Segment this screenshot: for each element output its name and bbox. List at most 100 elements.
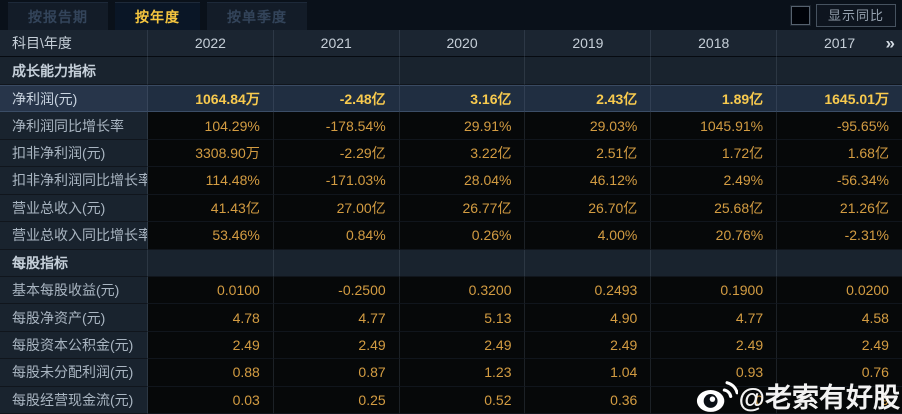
cell-value: 0.3200 xyxy=(399,276,526,305)
cell-value: 0.0200 xyxy=(777,276,902,305)
cell-value: 4.90 xyxy=(525,304,652,332)
cell-value: -178.54% xyxy=(273,112,400,140)
cell-value: 0.1900 xyxy=(651,276,778,305)
cell-value: 29.91% xyxy=(399,112,526,140)
cell-value: 20.76% xyxy=(651,222,778,250)
cell-value: 2.49 xyxy=(777,331,902,360)
cell-value: 41.43亿 xyxy=(148,194,274,223)
cell-value: 4.77 xyxy=(273,304,400,332)
cell-value: 46.12% xyxy=(525,167,652,195)
year-header-2022: 2022 xyxy=(148,30,274,58)
row-label: 每股指标 xyxy=(0,249,148,277)
row-label: 每股净资产(元) xyxy=(0,304,148,332)
show-yoy-button[interactable]: 显示同比 xyxy=(815,4,896,27)
cell-value: 9 xyxy=(777,386,902,414)
cell-value xyxy=(399,249,526,277)
table-header-row: 科目\年度 2022 2021 2020 2019 2018 2017 » xyxy=(0,30,902,58)
cell-value: -0.2500 xyxy=(273,276,400,305)
row-label: 每股资本公积金(元) xyxy=(0,331,148,360)
year-header-2020: 2020 xyxy=(399,30,526,58)
show-yoy-checkbox[interactable] xyxy=(789,5,811,26)
cell-value: 0.36 xyxy=(525,386,652,414)
yoy-controls: 显示同比 xyxy=(789,4,896,30)
cell-value: 2.49 xyxy=(148,331,274,360)
row-label: 扣非净利润(元) xyxy=(0,139,148,168)
cell-value: 0.03 xyxy=(148,386,274,414)
cell-value: 21.26亿 xyxy=(777,194,902,223)
cell-value: 1.04 xyxy=(525,359,652,387)
cell-value: 3.22亿 xyxy=(399,139,526,168)
cell-value: 0.88 xyxy=(148,359,274,387)
cell-value: 0 xyxy=(651,386,778,414)
cell-value: 26.70亿 xyxy=(525,194,652,223)
cell-value xyxy=(777,57,902,85)
table-row: 基本每股收益(元) 0.0100 -0.2500 0.3200 0.2493 0.1900… xyxy=(0,276,902,305)
cell-value xyxy=(273,249,400,277)
cell-value: 2.49 xyxy=(651,331,778,360)
cell-value xyxy=(148,249,274,277)
cell-value: 1045.91% xyxy=(651,112,778,140)
cell-value: 3.16亿 xyxy=(399,84,526,113)
cell-value xyxy=(651,249,778,277)
cell-value: 0.2493 xyxy=(525,276,652,305)
cell-value xyxy=(148,57,274,85)
table-row: 营业总收入同比增长率 53.46% 0.84% 0.26% 4.00% 20.76% -2.… xyxy=(0,222,902,250)
tab-by-single-quarter[interactable]: 按单季度 xyxy=(207,2,307,30)
cell-value: 5.13 xyxy=(399,304,526,332)
year-header-2017: 2017 » xyxy=(777,30,902,58)
tab-by-year[interactable]: 按年度 xyxy=(115,2,200,30)
cell-value: 53.46% xyxy=(148,222,274,250)
cell-value xyxy=(399,57,526,85)
cell-value: 0.93 xyxy=(651,359,778,387)
cell-value: -2.31% xyxy=(777,222,902,250)
row-label: 每股未分配利润(元) xyxy=(0,359,148,387)
cell-value: -2.29亿 xyxy=(273,139,400,168)
row-label: 净利润同比增长率 xyxy=(0,112,148,140)
row-label: 营业总收入(元) xyxy=(0,194,148,223)
row-label: 成长能力指标 xyxy=(0,57,148,85)
cell-value xyxy=(525,57,652,85)
year-header-2017-label: 2017 xyxy=(823,35,856,52)
cell-value: 25.68亿 xyxy=(651,194,778,223)
cell-value: 1064.84万 xyxy=(148,84,274,113)
cell-value: 2.49 xyxy=(399,331,526,360)
cell-value: 2.43亿 xyxy=(525,84,652,113)
year-header-2021: 2021 xyxy=(273,30,400,58)
cell-value: 1.89亿 xyxy=(651,84,778,113)
cell-value: 0.84% xyxy=(273,222,400,250)
cell-value: 4.00% xyxy=(525,222,652,250)
cell-value xyxy=(273,57,400,85)
cell-value: 114.48% xyxy=(148,167,274,195)
section-row: 成长能力指标 xyxy=(0,57,902,85)
cell-value: 2.49% xyxy=(651,167,778,195)
table-row: 净利润同比增长率 104.29% -178.54% 29.91% 29.03% 1045.… xyxy=(0,112,902,140)
cell-value: 0.52 xyxy=(399,386,526,414)
cell-value xyxy=(777,249,902,277)
tab-by-report-period[interactable]: 按报告期 xyxy=(8,2,108,30)
more-columns-icon[interactable]: » xyxy=(885,33,895,53)
cell-value: -171.03% xyxy=(273,167,400,195)
cell-value: 29.03% xyxy=(525,112,652,140)
cell-value: 0.87 xyxy=(273,359,400,387)
table-row: 每股净资产(元) 4.78 4.77 5.13 4.90 4.77 4.58 xyxy=(0,304,902,332)
row-label: 净利润(元) xyxy=(0,84,148,113)
table-row: 每股资本公积金(元) 2.49 2.49 2.49 2.49 2.49 2.49 xyxy=(0,331,902,360)
table-row: 扣非净利润同比增长率 114.48% -171.03% 28.04% 46.12% 2.4… xyxy=(0,167,902,195)
period-tabbar: 按报告期 按年度 按单季度 显示同比 xyxy=(0,0,902,30)
cell-value: 0.0100 xyxy=(148,276,274,305)
table-row: 营业总收入(元) 41.43亿 27.00亿 26.77亿 26.70亿 25.68亿 21… xyxy=(0,194,902,223)
cell-value: 2.49 xyxy=(525,331,652,360)
cell-value xyxy=(651,57,778,85)
corner-header: 科目\年度 xyxy=(0,30,148,58)
cell-value: 1.23 xyxy=(399,359,526,387)
section-row: 每股指标 xyxy=(0,249,902,277)
cell-value: 3308.90万 xyxy=(148,139,274,168)
table-row: 每股经营现金流(元) 0.03 0.25 0.52 0.36 0 9 xyxy=(0,386,902,414)
cell-value: 1.72亿 xyxy=(651,139,778,168)
cell-value: 2.51亿 xyxy=(525,139,652,168)
cell-value: -95.65% xyxy=(777,112,902,140)
cell-value: 1.68亿 xyxy=(777,139,902,168)
table-row: 扣非净利润(元) 3308.90万 -2.29亿 3.22亿 2.51亿 1.72亿 1.6… xyxy=(0,139,902,168)
row-label: 营业总收入同比增长率 xyxy=(0,222,148,250)
